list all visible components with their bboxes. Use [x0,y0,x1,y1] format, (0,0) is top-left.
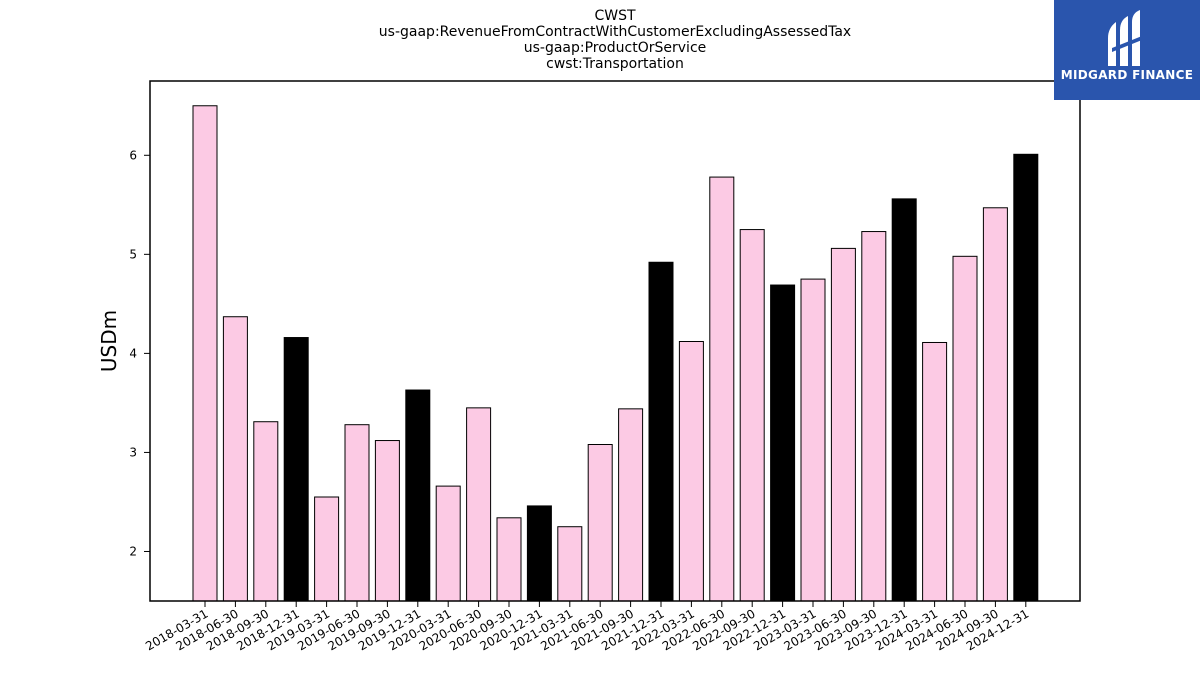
y-tick-label-6: 6 [129,148,137,162]
bar-2018-09-30 [253,421,279,602]
brand-logo: MIDGARD FINANCE [1054,0,1200,100]
plot-frame [149,80,1081,602]
y-tick-label-2: 2 [129,544,137,558]
bar-2019-03-31 [314,496,340,602]
bar-2022-03-31 [678,340,704,602]
bar-2018-06-30 [222,316,248,602]
title-line-3: us-gaap:ProductOrService [523,40,707,56]
bar-2023-06-30 [830,247,856,602]
bar-2019-06-30 [344,424,370,602]
bar-2024-06-30 [952,255,978,602]
y-tick-label-5: 5 [129,247,137,261]
y-axis-label: USDm [97,310,121,372]
logo-text: MIDGARD FINANCE [1060,68,1194,82]
logo-mark-icon [1108,10,1142,66]
title-line-2: us-gaap:RevenueFromContractWithCustomerE… [378,24,852,40]
bar-2023-12-31 [891,198,917,602]
bar-2018-03-31 [192,105,218,602]
bar-2024-03-31 [922,341,948,602]
bar-2019-12-31 [405,389,431,602]
bar-2020-06-30 [466,407,492,602]
bar-2021-09-30 [618,408,644,602]
bar-2023-03-31 [800,278,826,602]
bar-2022-09-30 [739,229,765,602]
title-line-1: CWST [594,8,636,24]
bar-2021-06-30 [587,444,613,602]
title-line-4: cwst:Transportation [546,56,684,72]
y-tick-label-4: 4 [129,346,137,360]
bar-2020-12-31 [526,505,552,602]
bar-2018-12-31 [283,337,309,602]
bar-2023-09-30 [861,231,887,602]
bar-2022-06-30 [709,176,735,602]
bar-2021-12-31 [648,261,674,602]
bar-2019-09-30 [374,440,400,602]
bar-2024-09-30 [982,207,1008,602]
bar-2020-09-30 [496,517,522,602]
bar-2024-12-31 [1013,153,1039,602]
bar-2020-03-31 [435,485,461,602]
bar-2022-12-31 [770,284,796,602]
y-tick-label-3: 3 [129,445,137,459]
bar-2021-03-31 [557,526,583,602]
